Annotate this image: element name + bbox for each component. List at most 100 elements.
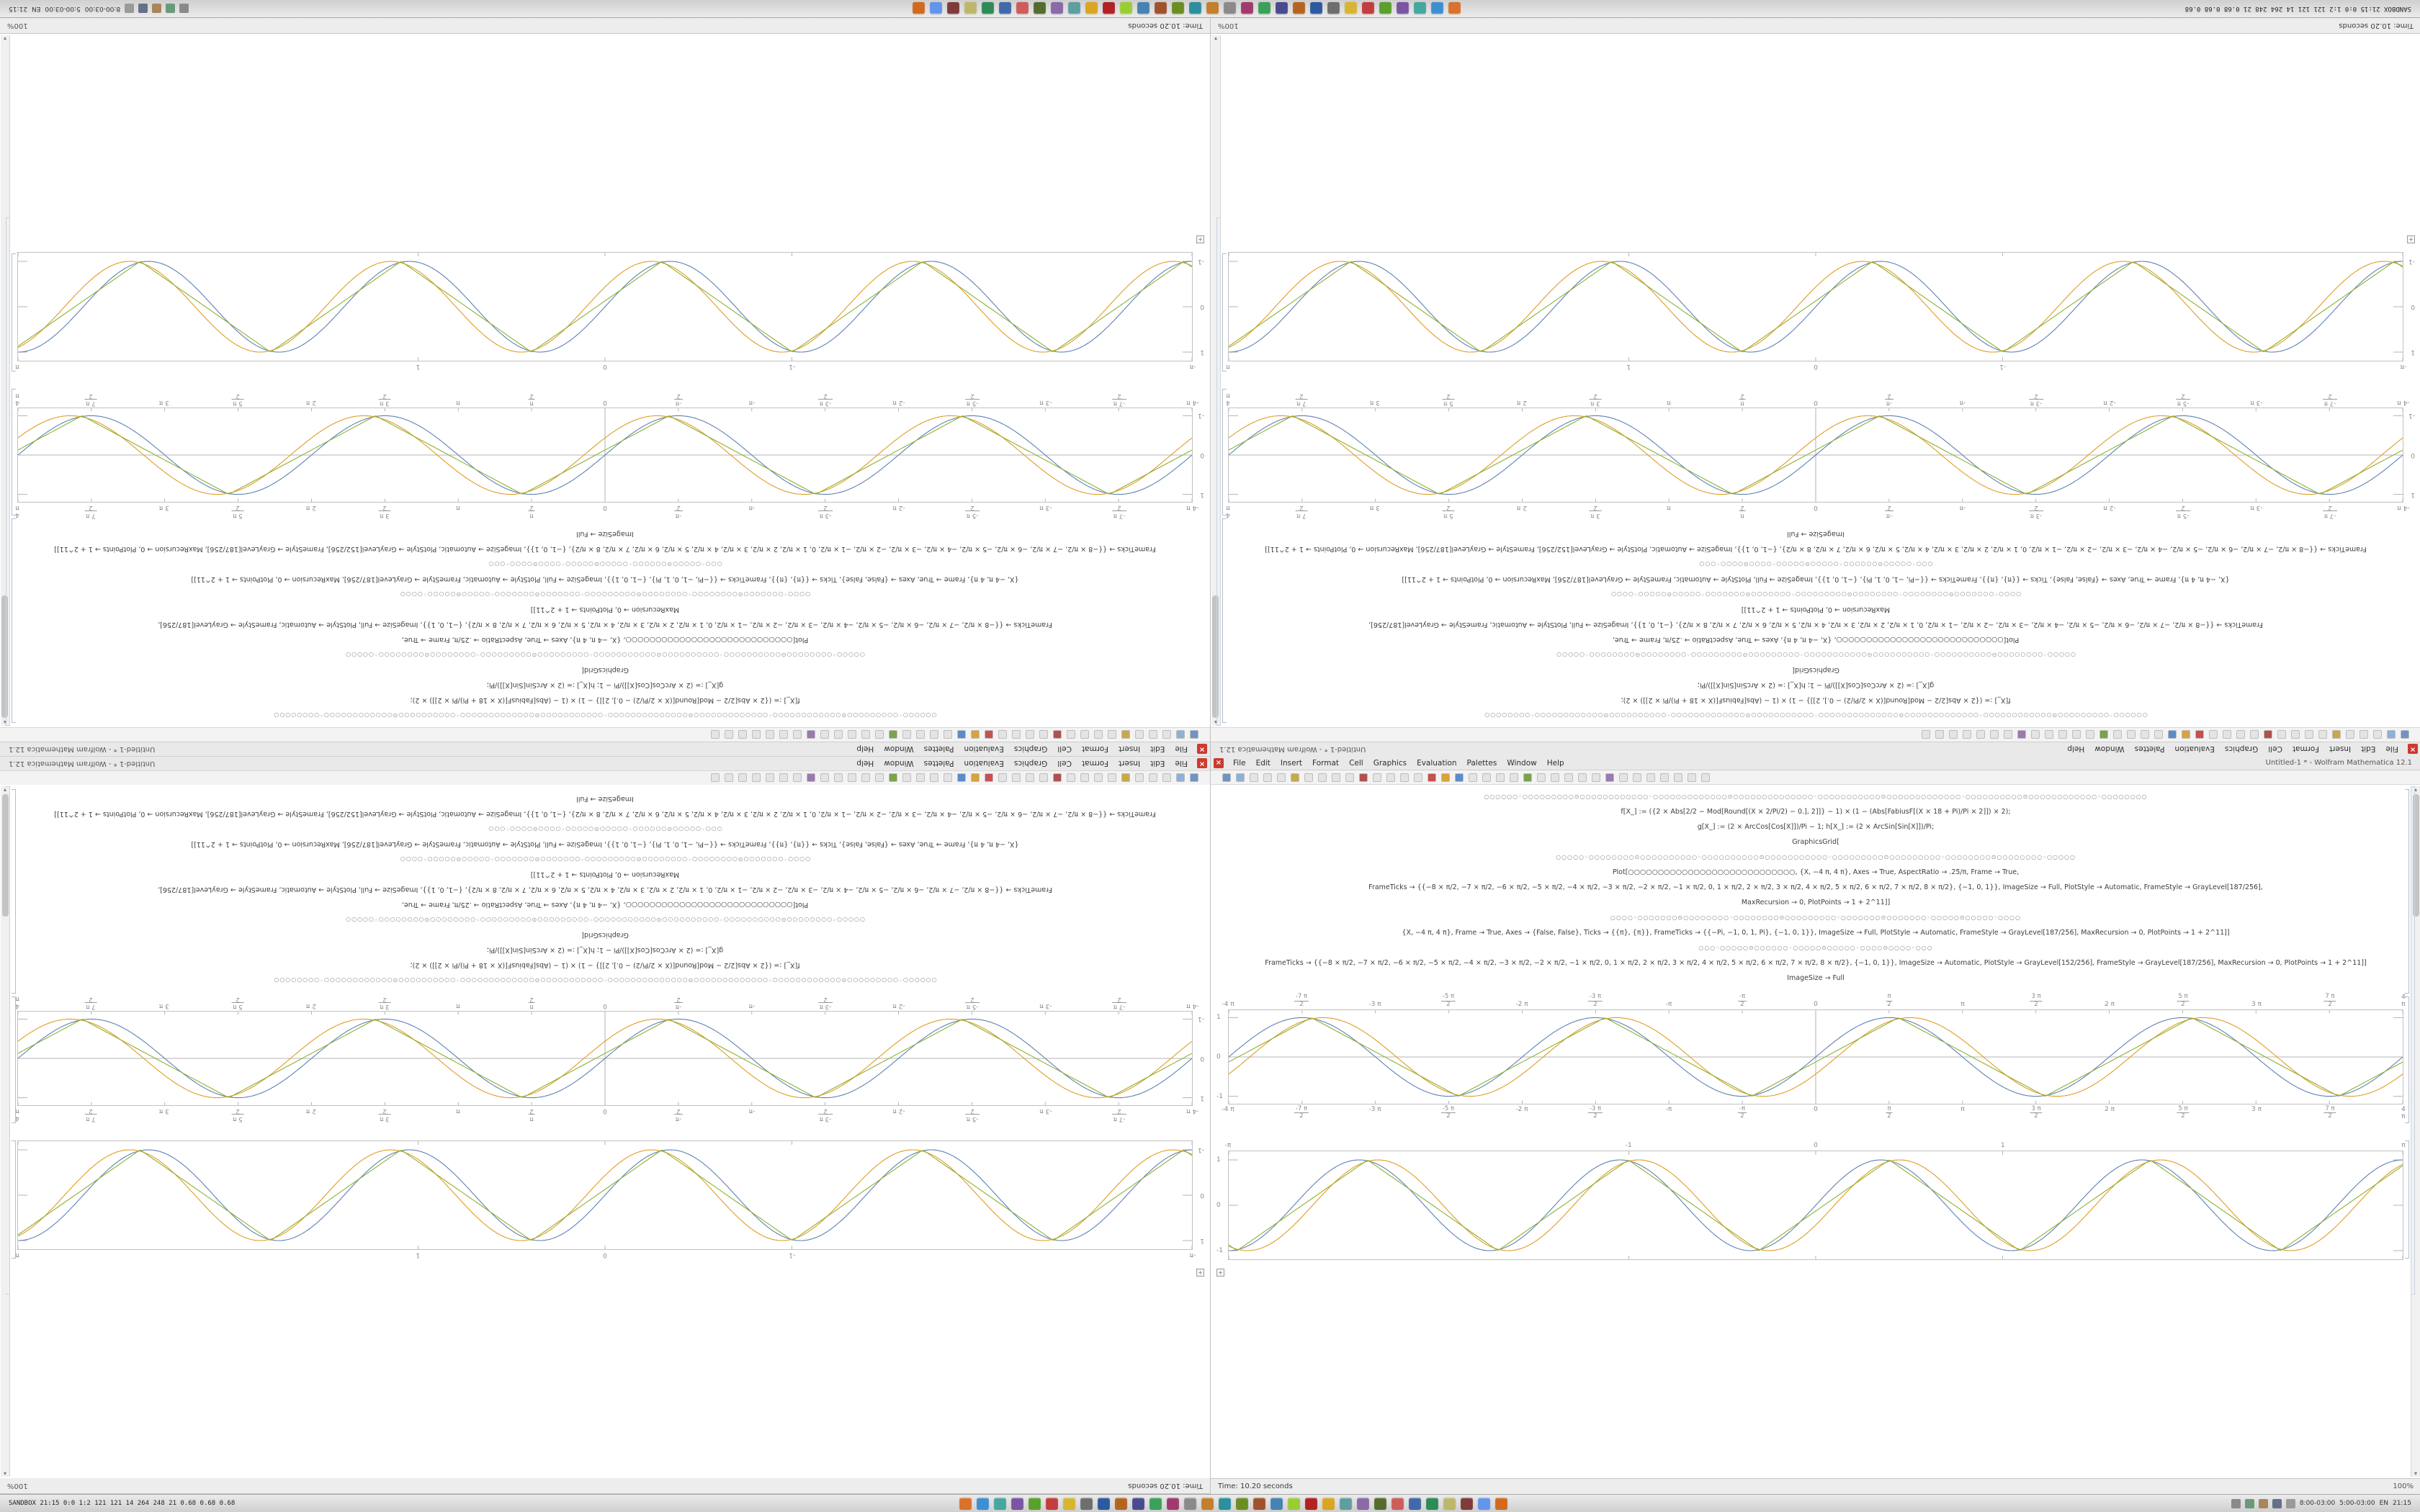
- toolbar-icon[interactable]: [2127, 730, 2136, 739]
- toolbar-icon[interactable]: [1428, 773, 1436, 782]
- toolbar-icon[interactable]: [1976, 730, 1985, 739]
- app-icon[interactable]: [1085, 2, 1098, 15]
- toolbar-icon[interactable]: [1149, 773, 1157, 783]
- code-line[interactable]: ○○○◦○○○○○⊙○○○○○○◦○○○○○⊙○○○○○◦○○○○⊙○○○○◦○…: [488, 561, 722, 567]
- menu-cell[interactable]: Cell: [1057, 744, 1072, 754]
- app-icon[interactable]: [1293, 2, 1306, 15]
- toolbar-icon[interactable]: [2305, 730, 2313, 739]
- menu-help[interactable]: Help: [856, 759, 874, 768]
- code-line[interactable]: ○○○○○◦○○○○○○○○⊙○○○○○○○○○○◦○○○○○○○○○○⊙○○○…: [345, 652, 865, 658]
- toolbar-icon[interactable]: [1318, 773, 1327, 782]
- toolbar-icon[interactable]: [1922, 730, 1930, 739]
- code-line[interactable]: ImageSize → Full: [1787, 974, 1845, 982]
- app-icon[interactable]: [982, 2, 995, 15]
- toolbar-icon[interactable]: [2072, 730, 2081, 739]
- toolbar-icon[interactable]: [1469, 773, 1477, 782]
- menu-insert[interactable]: Insert: [1280, 758, 1303, 768]
- menu-edit[interactable]: Edit: [2361, 744, 2376, 754]
- code-line[interactable]: ○○○◦○○○○○⊙○○○○○○◦○○○○○⊙○○○○○◦○○○○⊙○○○○◦○…: [488, 826, 722, 832]
- toolbar-icon[interactable]: [2141, 730, 2149, 739]
- code-line[interactable]: g[X_] := (2 × ArcCos[Cos[X]])/Pi − 1; h[…: [486, 946, 724, 954]
- toolbar-icon[interactable]: [930, 773, 938, 783]
- code-line[interactable]: MaxRecursion → 0, PlotPoints → 1 + 2^11]…: [530, 870, 680, 878]
- code-line[interactable]: {X, −4 π, 4 π}, Frame → True, Axes → {Fa…: [191, 840, 1019, 848]
- app-icon[interactable]: [1051, 2, 1064, 15]
- tray-icon[interactable]: [2272, 1498, 2282, 1508]
- app-icon[interactable]: [1241, 2, 1254, 15]
- cell-bracket[interactable]: [12, 789, 16, 994]
- app-icon[interactable]: [1270, 1497, 1283, 1510]
- app-icon[interactable]: [1304, 1497, 1317, 1510]
- toolbar-icon[interactable]: [848, 773, 856, 783]
- toolbar-icon[interactable]: [793, 773, 802, 783]
- toolbar-icon[interactable]: [2004, 730, 2012, 739]
- toolbar-icon[interactable]: [1660, 773, 1669, 782]
- toolbar-icon[interactable]: [2401, 730, 2409, 739]
- toolbar-icon[interactable]: [1121, 730, 1130, 739]
- app-icon[interactable]: [1103, 2, 1116, 15]
- cell-bracket[interactable]: [1222, 253, 1227, 372]
- toolbar-icon[interactable]: [1523, 773, 1532, 782]
- toolbar-icon[interactable]: [738, 773, 747, 783]
- toolbar-icon[interactable]: [875, 773, 884, 783]
- toolbar-icon[interactable]: [779, 730, 788, 739]
- toolbar-icon[interactable]: [1455, 773, 1464, 782]
- menu-edit[interactable]: Edit: [1255, 758, 1270, 768]
- app-icon[interactable]: [1120, 2, 1133, 15]
- app-icon[interactable]: [1201, 1497, 1214, 1510]
- toolbar-icon[interactable]: [2045, 730, 2053, 739]
- toolbar-icon[interactable]: [1386, 773, 1395, 782]
- app-icon[interactable]: [1310, 2, 1323, 15]
- app-icon[interactable]: [964, 2, 977, 15]
- scrollbar-thumb[interactable]: [2412, 794, 2419, 917]
- menu-edit[interactable]: Edit: [1150, 744, 1165, 754]
- app-icon[interactable]: [1149, 1497, 1162, 1510]
- code-line[interactable]: MaxRecursion → 0, PlotPoints → 1 + 2^11]…: [530, 606, 680, 613]
- app-icon[interactable]: [1068, 2, 1081, 15]
- insert-cell-widget[interactable]: +: [2407, 235, 2415, 243]
- toolbar-icon[interactable]: [916, 773, 925, 783]
- toolbar-icon[interactable]: [2086, 730, 2094, 739]
- scrollbar[interactable]: ▴ ▾: [2411, 786, 2420, 1477]
- code-line[interactable]: ○○○○◦○○○○○○○⊙○○○○○○○○◦○○○○○○○○⊙○○○○○○○○○…: [399, 856, 811, 863]
- menu-palettes[interactable]: Palettes: [923, 744, 954, 754]
- cell-bracket[interactable]: [2405, 1140, 2409, 1259]
- app-icon[interactable]: [1235, 1497, 1248, 1510]
- code-cell[interactable]: ○○○○○○◦○○○○○○○○○⊙○○○○○○○○○○○○◦○○○○○○○○○○…: [1211, 785, 2420, 992]
- toolbar-icon[interactable]: [2291, 730, 2300, 739]
- close-button[interactable]: ×: [1197, 744, 1207, 755]
- code-line[interactable]: {X, −4 π, 4 π}, Frame → True, Axes → {Fa…: [191, 575, 1019, 583]
- app-icon[interactable]: [1258, 2, 1271, 15]
- code-line[interactable]: GraphicsGrid[: [1792, 666, 1839, 674]
- close-button[interactable]: ×: [1214, 757, 1224, 768]
- toolbar-icon[interactable]: [944, 730, 952, 739]
- toolbar-icon[interactable]: [971, 730, 980, 739]
- toolbar-icon[interactable]: [2182, 730, 2190, 739]
- menu-cell[interactable]: Cell: [1057, 759, 1072, 768]
- code-line[interactable]: ○○○○◦○○○○○○○⊙○○○○○○○○◦○○○○○○○○⊙○○○○○○○○○…: [1610, 591, 2022, 598]
- toolbar-icon[interactable]: [861, 773, 870, 783]
- code-cell[interactable]: ○○○○○○◦○○○○○○○○○⊙○○○○○○○○○○○○◦○○○○○○○○○○…: [0, 785, 1210, 992]
- app-icon[interactable]: [1183, 1497, 1196, 1510]
- tray-icon[interactable]: [2258, 1498, 2268, 1508]
- cell-bracket[interactable]: [12, 253, 16, 372]
- toolbar-icon[interactable]: [1108, 730, 1116, 739]
- toolbar-icon[interactable]: [2250, 730, 2259, 739]
- close-button[interactable]: ×: [1197, 758, 1207, 769]
- toolbar-icon[interactable]: [766, 730, 774, 739]
- toolbar-icon[interactable]: [2264, 730, 2272, 739]
- app-icon[interactable]: [1276, 2, 1289, 15]
- code-line[interactable]: ○○○○○○◦○○○○○○○○○⊙○○○○○○○○○○○○◦○○○○○○○○○○…: [1484, 793, 2148, 800]
- toolbar-icon[interactable]: [2277, 730, 2286, 739]
- toolbar-icon[interactable]: [1414, 773, 1422, 782]
- toolbar-icon[interactable]: [2318, 730, 2327, 739]
- toolbar-icon[interactable]: [1026, 773, 1034, 783]
- cell-bracket[interactable]: [12, 389, 16, 516]
- tray-icon[interactable]: [166, 4, 176, 14]
- app-icon[interactable]: [1345, 2, 1358, 15]
- cell-bracket[interactable]: [6, 217, 10, 726]
- menu-evaluation[interactable]: Evaluation: [1417, 758, 1457, 768]
- toolbar-icon[interactable]: [971, 773, 980, 783]
- app-icon[interactable]: [1131, 1497, 1144, 1510]
- menu-palettes[interactable]: Palettes: [2134, 744, 2165, 754]
